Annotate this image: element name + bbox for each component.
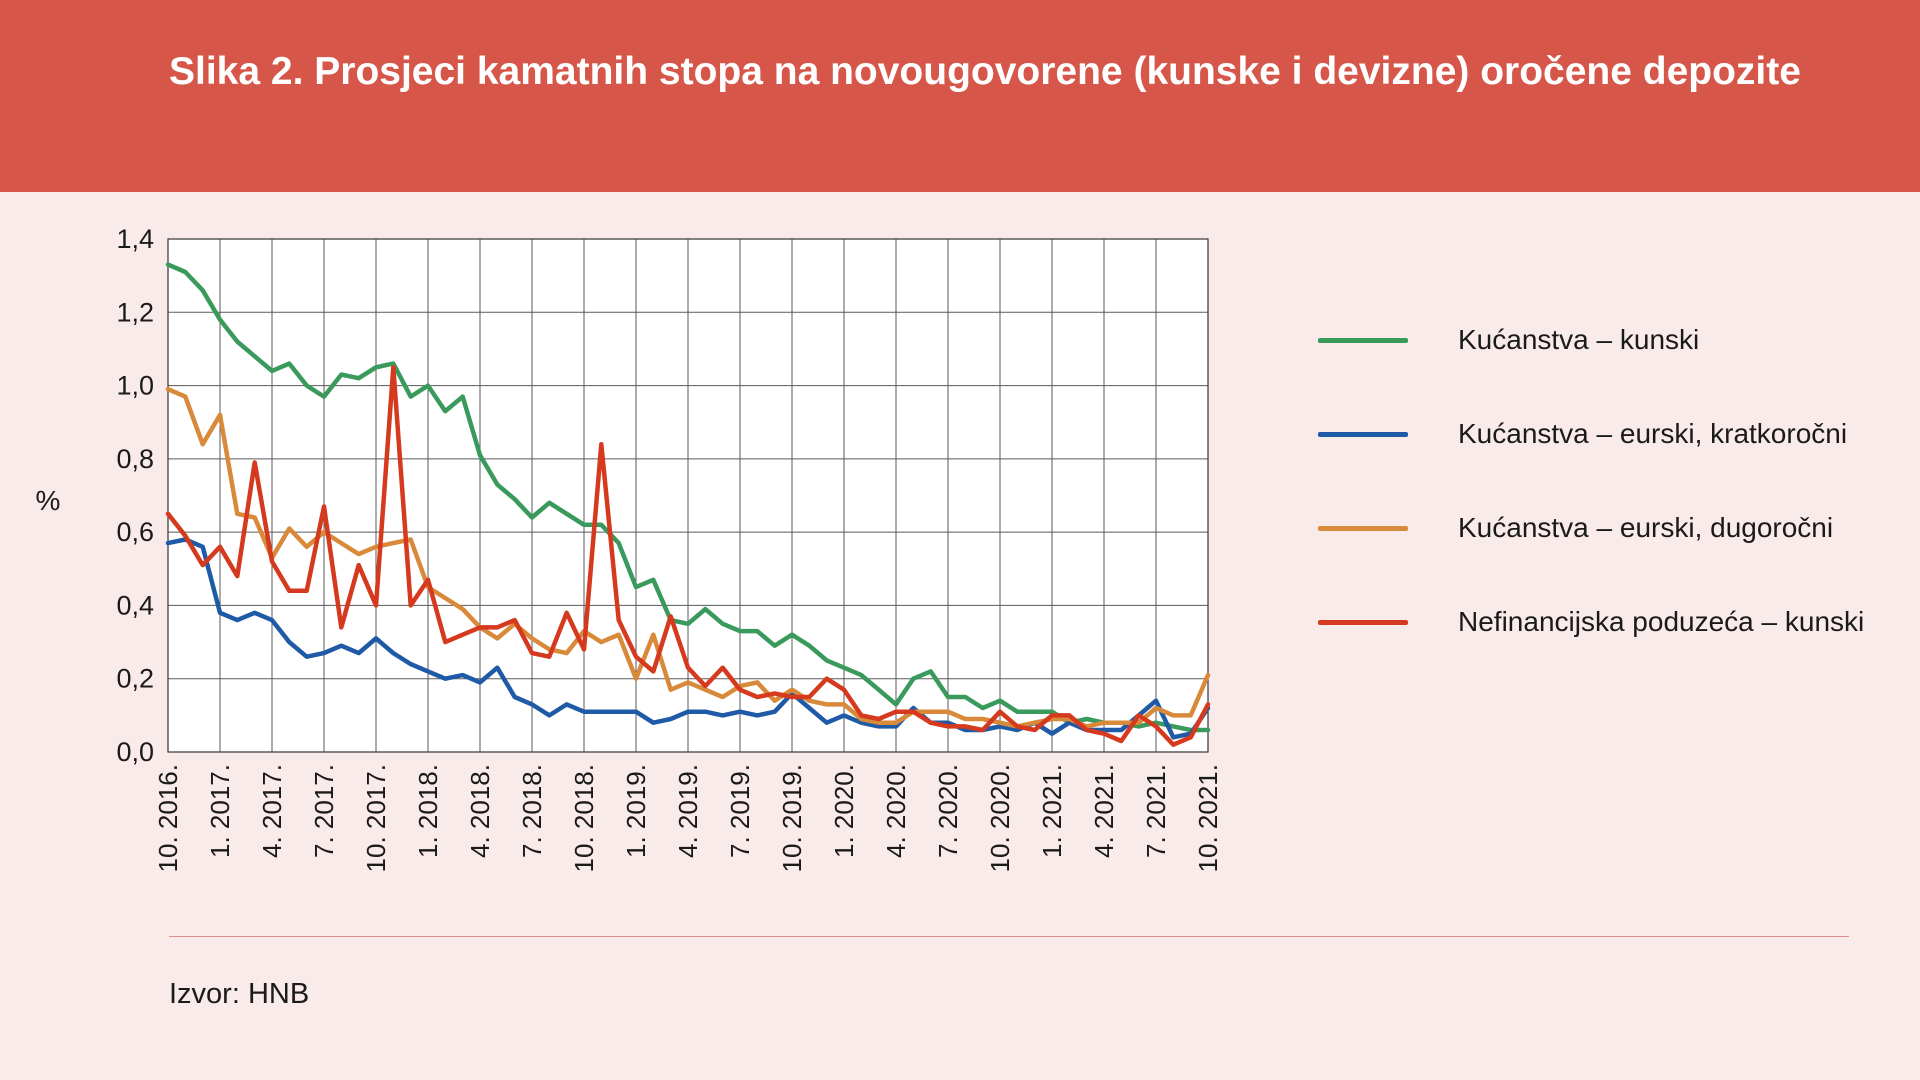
- x-tick-label: 10. 2018.: [569, 764, 599, 872]
- series-line-4: [165, 365, 1211, 747]
- x-tick-label: 4. 2017.: [257, 764, 287, 858]
- line-chart: 0,0 0,2 0,4 0,6 0,8 1,0 1,2 1,4% 10. 2016. 1. 201…: [36, 224, 1223, 872]
- legend-swatch: [1318, 619, 1408, 625]
- y-tick-label: 1,0: [116, 371, 154, 401]
- y-axis-label: %: [36, 485, 61, 516]
- x-tick-label: 7. 2019.: [725, 764, 755, 858]
- x-tick-label: 7. 2020.: [933, 764, 963, 858]
- y-tick-label: 0,4: [116, 590, 154, 620]
- x-tick-label: 4. 2018.: [465, 764, 495, 858]
- plot-frame: [167, 238, 1209, 753]
- x-tick-label: 10. 2019.: [777, 764, 807, 872]
- x-tick-label: 10. 2016.: [153, 764, 183, 872]
- y-tick-label: 0,0: [116, 737, 154, 767]
- x-tick-label: 4. 2020.: [881, 764, 911, 858]
- legend-swatch: [1318, 525, 1408, 531]
- legend-swatch: [1318, 337, 1408, 343]
- x-tick-label: 10. 2020.: [985, 764, 1015, 872]
- legend-label: Nefinancijska poduzeća – kunski: [1458, 606, 1865, 637]
- x-tick-label: 4. 2019.: [673, 764, 703, 858]
- x-tick-label: 1. 2019.: [621, 764, 651, 858]
- x-tick-label: 1. 2017.: [205, 764, 235, 858]
- x-tick-label: 1. 2021.: [1037, 764, 1067, 858]
- y-tick-label: 0,8: [116, 444, 154, 474]
- x-tick-label: 7. 2021.: [1141, 764, 1171, 858]
- y-tick-label: 0,2: [116, 664, 154, 694]
- legend-item: Kućanstva – eurski, dugoročni: [1318, 508, 1878, 548]
- x-tick-label: 4. 2021.: [1089, 764, 1119, 858]
- y-tick-label: 1,4: [116, 224, 154, 254]
- source-note: Izvor: HNB: [169, 978, 310, 1010]
- x-tick-label: 1. 2018.: [413, 764, 443, 858]
- header-banner: Slika 2. Prosjeci kamatnih stopa na novo…: [0, 0, 1920, 192]
- series-line-3: [165, 386, 1211, 729]
- y-tick-label: 0,6: [116, 517, 154, 547]
- legend-swatch: [1318, 431, 1408, 437]
- legend-label: Kućanstva – kunski: [1458, 324, 1700, 355]
- legend-item: Kućanstva – kunski: [1318, 320, 1878, 360]
- x-tick-label: 1. 2020.: [829, 764, 859, 858]
- x-tick-label: 7. 2017.: [309, 764, 339, 858]
- legend-item: Nefinancijska poduzeća – kunski: [1318, 602, 1878, 642]
- legend-label: Kućanstva – eurski, kratkoročni: [1458, 418, 1848, 449]
- legend-item: Kućanstva – eurski, kratkoročni: [1318, 414, 1878, 454]
- divider-line: [169, 936, 1849, 937]
- x-tick-label: 7. 2018.: [517, 764, 547, 858]
- x-tick-label: 10. 2017.: [361, 764, 391, 872]
- x-tick-label: 10. 2021.: [1193, 764, 1223, 872]
- y-tick-label: 1,2: [116, 297, 154, 327]
- legend-label: Kućanstva – eurski, dugoročni: [1458, 512, 1834, 543]
- page-title: Slika 2. Prosjeci kamatnih stopa na novo…: [169, 50, 1801, 93]
- series-line-1: [165, 262, 1211, 733]
